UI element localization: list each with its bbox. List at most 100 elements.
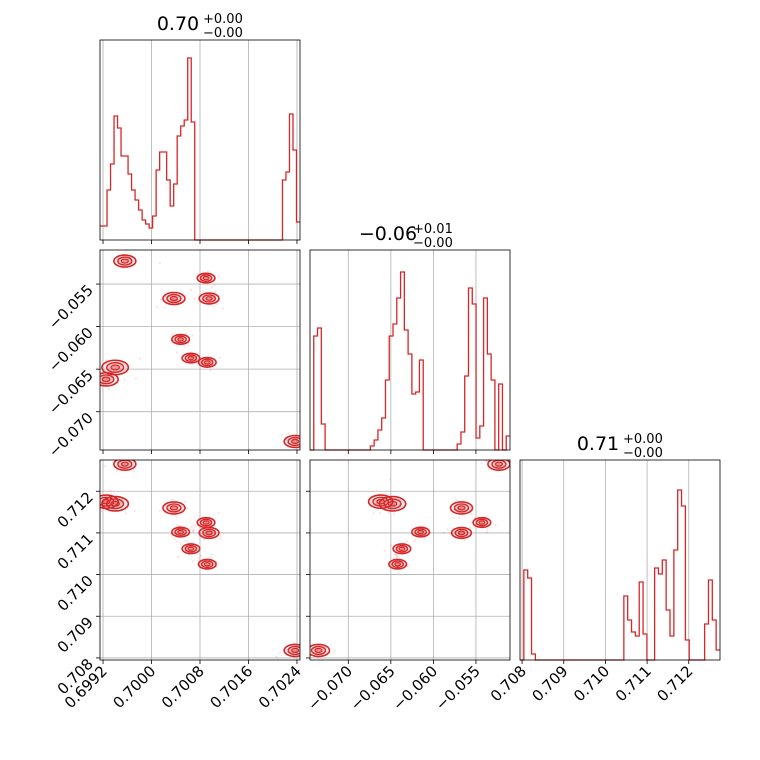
sample-point: [209, 556, 212, 559]
sample-point: [485, 460, 488, 463]
sample-point: [395, 555, 399, 558]
sample-point: [280, 433, 284, 437]
sample-point: [125, 457, 127, 459]
contour-inner: [394, 561, 402, 567]
sample-point: [213, 284, 216, 287]
sample-point: [486, 528, 489, 531]
histogram-title-minus: −0.00: [623, 446, 663, 461]
sample-point: [213, 304, 216, 308]
sample-point: [493, 455, 495, 457]
sample-point: [278, 651, 281, 655]
contour-inner: [494, 461, 504, 467]
sample-point: [202, 538, 206, 541]
panel-1-0: [96, 249, 303, 451]
contour-mid: [200, 560, 214, 569]
contour-mid: [395, 544, 409, 553]
sample-point: [187, 344, 190, 347]
sample-point: [115, 469, 119, 472]
sample-point: [442, 531, 445, 534]
sample-point: [396, 555, 399, 558]
sample-point: [198, 361, 202, 364]
histogram-steps: [520, 489, 720, 661]
sample-point: [190, 288, 193, 291]
contour-inner: [205, 530, 213, 536]
sample-point: [201, 290, 204, 293]
sample-point: [275, 655, 278, 658]
sample-point: [170, 533, 173, 536]
sample-point: [446, 528, 449, 531]
sample-point: [185, 332, 188, 335]
sample-point: [173, 538, 176, 541]
contour-mid: [166, 503, 182, 513]
sample-point: [116, 457, 118, 459]
sample-point: [387, 511, 390, 515]
sample-point: [423, 537, 426, 540]
sample-point: [485, 531, 489, 534]
sample-point: [468, 526, 471, 529]
sample-point: [392, 513, 395, 516]
sample-point: [123, 378, 126, 381]
sample-point: [389, 478, 392, 481]
sample-point: [406, 564, 410, 567]
sample-point: [383, 549, 386, 552]
contour-mid: [117, 256, 133, 266]
tick-label-y: −0.070: [45, 409, 97, 461]
histogram-title-value: 0.70: [157, 13, 199, 35]
sample-point: [139, 357, 142, 360]
contour-inner: [177, 529, 185, 535]
contour-inner: [457, 505, 466, 511]
contour-inner: [314, 647, 323, 654]
sample-point: [293, 440, 296, 444]
panel-frame: [309, 459, 511, 661]
contour-mid: [199, 518, 213, 527]
sample-point: [214, 290, 217, 293]
histogram-title-minus: −0.00: [413, 236, 453, 251]
sample-point: [452, 516, 455, 519]
tick-label-x: 0.710: [570, 662, 613, 705]
sample-point: [406, 565, 409, 568]
contour-mid: [199, 274, 213, 282]
sample-point: [193, 297, 196, 301]
sample-point: [210, 553, 214, 556]
tick-label-x: −0.065: [347, 662, 399, 714]
sample-point: [202, 520, 205, 523]
sample-point: [190, 526, 193, 529]
contour-inner: [205, 296, 213, 301]
sample-point: [463, 539, 466, 542]
sample-point: [206, 270, 210, 273]
tick-label-x: 0.709: [528, 662, 571, 705]
sample-point: [120, 497, 123, 500]
sample-point: [210, 285, 214, 289]
contour-mid: [414, 528, 427, 536]
contour-mid: [184, 544, 198, 553]
tick-label-y: −0.060: [45, 324, 97, 376]
contour-inner: [110, 364, 120, 371]
contour-inner: [398, 546, 406, 551]
sample-point: [171, 297, 174, 300]
contour-inner: [291, 438, 300, 445]
sample-point: [497, 457, 499, 459]
sample-point: [192, 523, 195, 526]
sample-point: [107, 388, 110, 391]
contour-mid: [454, 528, 469, 538]
histogram-panel-2: 0.71 +0.00−0.00: [519, 432, 721, 661]
contour-inner: [203, 561, 211, 567]
tick-label-x: 0.711: [612, 662, 655, 705]
sample-point: [413, 540, 416, 543]
histogram-title-plus: +0.00: [203, 12, 243, 27]
sample-point: [397, 571, 400, 574]
sample-point: [185, 540, 189, 543]
sample-point: [192, 355, 195, 358]
sample-point: [301, 444, 303, 446]
sample-point: [96, 378, 98, 380]
contour-inner: [120, 461, 129, 467]
sample-point: [175, 540, 178, 543]
sample-point: [488, 468, 491, 471]
tick-label-y: −0.055: [45, 281, 97, 333]
contour-inner: [202, 520, 210, 525]
sample-point: [132, 470, 135, 473]
sample-point: [220, 537, 223, 540]
sample-point: [390, 544, 393, 547]
contour-mid: [184, 354, 198, 362]
panel-content: [310, 455, 510, 658]
